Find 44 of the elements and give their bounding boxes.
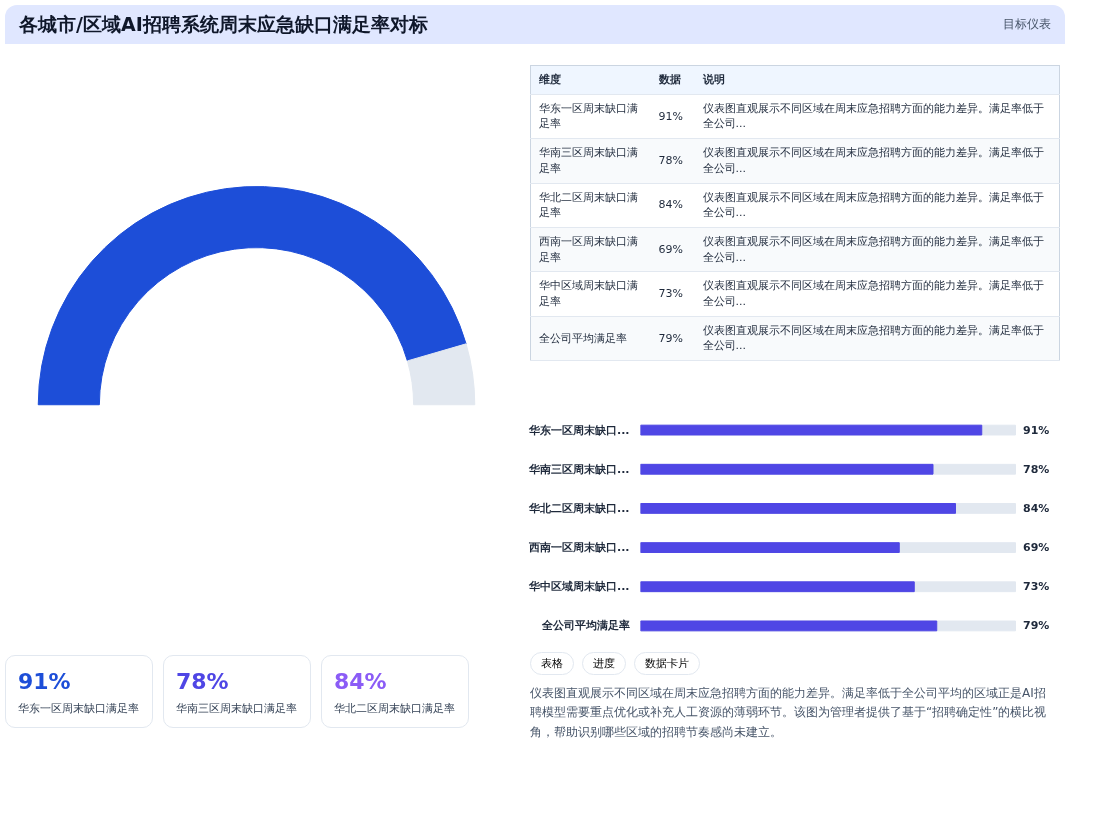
- text: 华东一区周末缺口满足率: [530, 94, 651, 139]
- text: 73%: [650, 271, 695, 317]
- y-tick-label: 全公司平均满足率: [540, 619, 630, 633]
- data-label: 91%: [1023, 423, 1050, 437]
- text: 78%: [176, 668, 230, 696]
- y-tick-label: 华南三区周末缺口...: [527, 462, 630, 476]
- text: 目标仪表: [1003, 16, 1051, 33]
- text: 数据卡片: [634, 652, 700, 675]
- text: 维度: [530, 65, 651, 95]
- text: 华中区域周末缺口满足率: [530, 271, 651, 317]
- text: 仪表图直观展示不同区域在周末应急招聘方面的能力差异。满足率低于全公司平均的区域正是AI招聘模型需要重点优化或补充人工资源的薄弱环节。该图为管理者提供了基于“招聘确定性”的横比视角，帮助识别哪些区域的招聘节奏感尚未建立。: [530, 685, 1048, 741]
- text: 仪表图直观展示不同区域在周末应急招聘方面的能力差异。满足率低于全公司...: [694, 271, 1060, 317]
- text: 进度: [582, 652, 626, 675]
- text: 华东一区周末缺口满足率: [18, 701, 140, 718]
- text: 仪表图直观展示不同区域在周末应急招聘方面的能力差异。满足率低于全公司...: [694, 316, 1060, 361]
- y-tick-label: 西南一区周末缺口...: [527, 541, 630, 555]
- text: 91%: [18, 668, 72, 696]
- text: 91%: [650, 94, 695, 139]
- text: 84%: [334, 668, 388, 696]
- text: 69%: [650, 227, 695, 272]
- text: 79%: [650, 316, 695, 361]
- text: 仪表图直观展示不同区域在周末应急招聘方面的能力差异。满足率低于全公司...: [694, 227, 1060, 272]
- data-label: 84%: [1023, 501, 1050, 515]
- text: 华北二区周末缺口满足率: [530, 183, 651, 228]
- text: 仪表图直观展示不同区域在周末应急招聘方面的能力差异。满足率低于全公司...: [694, 183, 1060, 228]
- y-tick-label: 华中区域周末缺口...: [527, 580, 630, 594]
- text: 西南一区周末缺口满足率: [530, 227, 651, 272]
- text: 华北二区周末缺口满足率: [334, 701, 456, 718]
- data-label: 79%: [1023, 619, 1050, 633]
- text: 数据: [650, 65, 695, 95]
- data-label: 78%: [1023, 462, 1050, 476]
- text: 各城市/区域AI招聘系统周末应急缺口满足率对标: [19, 12, 428, 37]
- text: 表格: [530, 652, 574, 675]
- y-tick-label: 华东一区周末缺口...: [527, 423, 630, 437]
- text: 说明: [694, 65, 1060, 95]
- text: 84%: [650, 183, 695, 228]
- text: 华南三区周末缺口满足率: [176, 701, 298, 718]
- text: 华南三区周末缺口满足率: [530, 138, 651, 184]
- text: 78%: [650, 138, 695, 184]
- data-label: 73%: [1023, 580, 1050, 594]
- text: 仪表图直观展示不同区域在周末应急招聘方面的能力差异。满足率低于全公司...: [694, 94, 1060, 139]
- text: 仪表图直观展示不同区域在周末应急招聘方面的能力差异。满足率低于全公司...: [694, 138, 1060, 184]
- y-tick-label: 华北二区周末缺口...: [527, 501, 630, 515]
- data-label: 69%: [1023, 541, 1050, 555]
